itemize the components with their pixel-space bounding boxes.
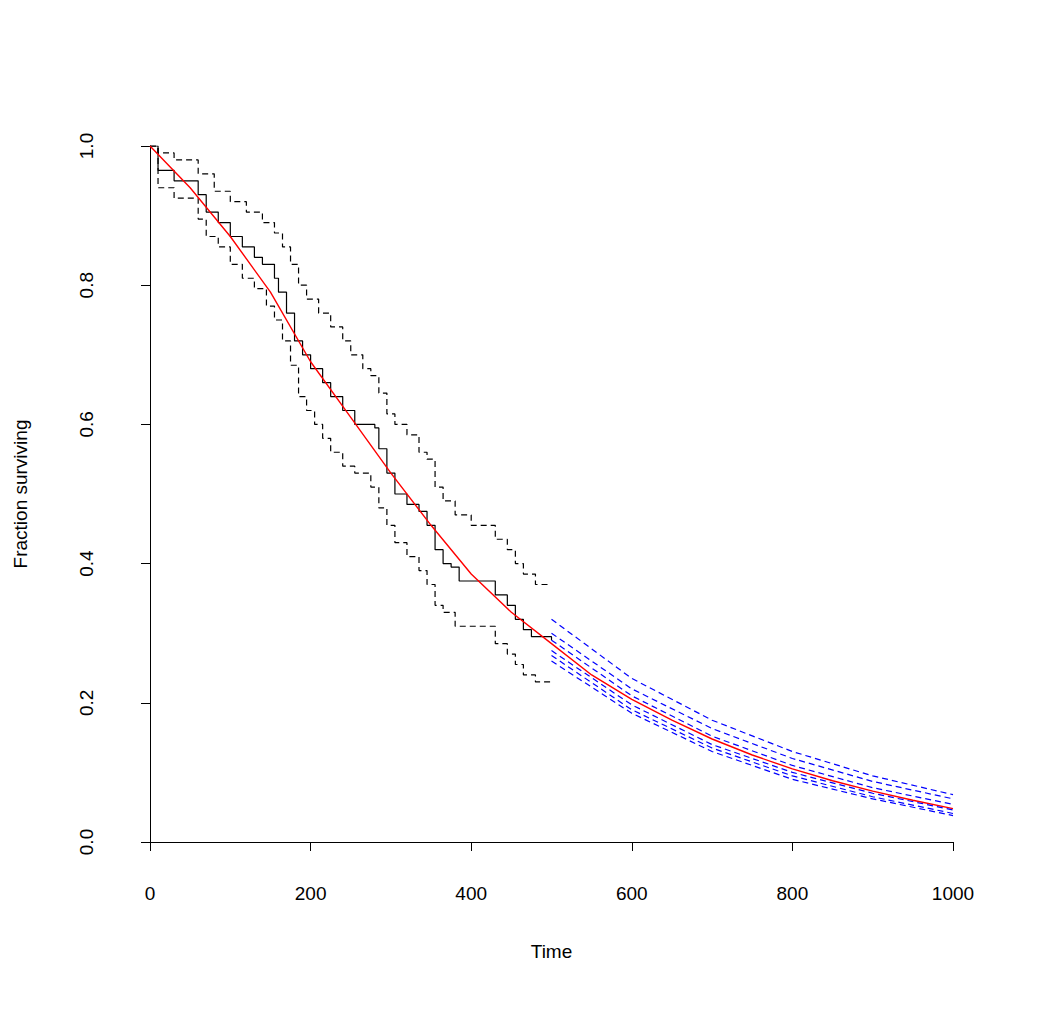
svg-text:0.6: 0.6 [76,411,97,437]
svg-text:0.8: 0.8 [76,272,97,298]
svg-text:200: 200 [295,883,327,904]
svg-text:0.0: 0.0 [76,829,97,855]
svg-text:0: 0 [145,883,156,904]
svg-text:0.2: 0.2 [76,690,97,716]
svg-text:1.0: 1.0 [76,133,97,159]
svg-text:600: 600 [616,883,648,904]
svg-text:400: 400 [455,883,487,904]
svg-text:Time: Time [531,941,573,962]
svg-text:1000: 1000 [932,883,974,904]
svg-text:800: 800 [777,883,809,904]
svg-text:0.4: 0.4 [76,550,97,577]
svg-text:Fraction surviving: Fraction surviving [10,420,31,569]
